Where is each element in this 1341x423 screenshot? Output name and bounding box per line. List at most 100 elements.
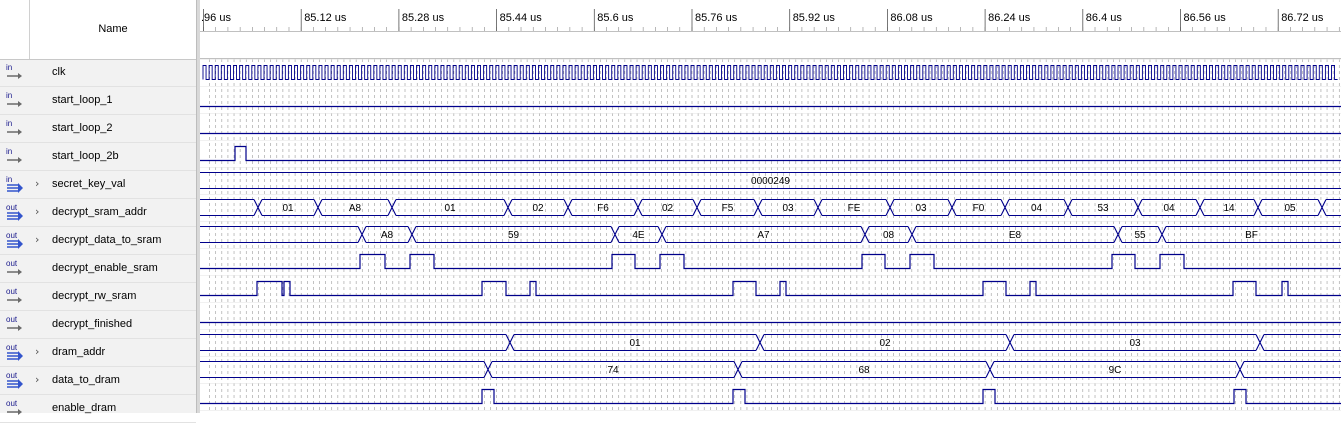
bus-transition <box>1133 199 1143 216</box>
bus-value: 68 <box>858 365 870 376</box>
bus-value: 02 <box>879 338 891 349</box>
signal-name: secret_key_val <box>52 178 126 190</box>
bus-value: 14 <box>1223 203 1235 214</box>
direction-label: out <box>6 343 18 352</box>
bus-value: 74 <box>607 365 619 376</box>
signal-row-start_loop_2b[interactable]: in start_loop_2b <box>0 143 196 171</box>
output-bus-icon: out <box>6 343 23 361</box>
decrypt-sram-addr-waveform: 01 A8 01 02 F6 02 F5 03 FE 03 F0 04 53 04 14 05 <box>200 198 1341 217</box>
signal-row-enable_dram[interactable]: out enable_dram <box>0 395 196 423</box>
signal-row-decrypt_enable_sram[interactable]: out decrypt_enable_sram <box>0 255 196 283</box>
input-pin-icon: in <box>6 119 22 135</box>
bus-value: A8 <box>381 230 394 241</box>
signal-row-dram_addr[interactable]: out › dram_addr <box>0 339 196 367</box>
bus-transition <box>505 334 515 351</box>
bus-value: 59 <box>508 230 520 241</box>
enable-dram-waveform <box>200 388 1341 405</box>
expand-chevron-icon[interactable]: › <box>35 373 40 386</box>
expand-chevron-icon[interactable]: › <box>35 233 40 246</box>
output-bus-icon: out <box>6 203 23 221</box>
signal-row-secret_key_val[interactable]: in › secret_key_val <box>0 171 196 199</box>
bus-transition <box>563 199 573 216</box>
direction-label: out <box>6 315 18 324</box>
bus-value: F5 <box>722 203 734 214</box>
bus-transition <box>657 226 667 243</box>
tick-label: 86.72 us <box>1281 12 1324 24</box>
dram-addr-waveform: 01 02 03 <box>200 333 1341 352</box>
data-to-dram-waveform: 74 68 9C <box>200 360 1341 379</box>
bus-value: 04 <box>1031 203 1043 214</box>
direction-label: out <box>6 203 18 212</box>
output-bus-icon: out <box>6 371 23 389</box>
bus-transition <box>1235 361 1245 378</box>
pane-splitter[interactable] <box>197 0 200 413</box>
input-pin-icon: in <box>6 63 22 79</box>
input-pin-icon: in <box>6 147 22 163</box>
bus-value: FE <box>848 203 861 214</box>
tick-label: 86.56 us <box>1184 12 1227 24</box>
direction-label: out <box>6 287 18 296</box>
tick-label: 85.76 us <box>695 12 738 24</box>
expand-chevron-icon[interactable]: › <box>35 345 40 358</box>
input-pin-icon: in <box>6 91 22 107</box>
signal-row-start_loop_2[interactable]: in start_loop_2 <box>0 115 196 143</box>
time-ruler <box>200 0 1341 31</box>
bus-transition <box>610 226 620 243</box>
direction-label: in <box>6 91 12 100</box>
tick-label: 86.08 us <box>890 12 933 24</box>
secret-key-val-waveform: 0000249 <box>200 171 1341 190</box>
waveform-area[interactable]: .96 us 85.12 us 85.28 us 85.44 us 85.6 us 85.… <box>200 0 1341 413</box>
bus-value: 08 <box>883 230 895 241</box>
bus-value: A8 <box>349 203 362 214</box>
waveform-canvas[interactable]: .96 us 85.12 us 85.28 us 85.44 us 85.6 us 85.… <box>200 0 1341 413</box>
signal-name: decrypt_sram_addr <box>52 206 147 218</box>
input-bus-icon: in <box>6 175 23 193</box>
bus-transition <box>733 361 743 378</box>
tick-label: 85.28 us <box>402 12 445 24</box>
bus-transition <box>813 199 823 216</box>
bus-transition <box>1195 199 1205 216</box>
output-pin-icon: out <box>6 287 22 303</box>
signal-name: dram_addr <box>52 346 106 358</box>
bus-value: 9C <box>1109 365 1122 376</box>
signal-list: in clk in start_loop_1 in start_loop_2 in start… <box>0 59 196 423</box>
direction-label: out <box>6 399 18 408</box>
clk-waveform <box>202 65 1338 80</box>
bus-value: 55 <box>1134 230 1146 241</box>
signal-row-decrypt_sram_addr[interactable]: out › decrypt_sram_addr <box>0 199 196 227</box>
signal-row-decrypt_data_to_sram[interactable]: out › decrypt_data_to_sram <box>0 227 196 255</box>
name-header-label[interactable]: Name <box>98 23 128 35</box>
tick-label: 85.44 us <box>500 12 543 24</box>
direction-label: out <box>6 231 18 240</box>
signal-name-pane: Name in clk in start_loop_1 in start_loop_2 in… <box>0 0 197 423</box>
bus-transition <box>947 199 957 216</box>
bus-transition <box>1005 334 1015 351</box>
bus-value: E8 <box>1009 230 1022 241</box>
signal-row-start_loop_1[interactable]: in start_loop_1 <box>0 87 196 115</box>
direction-label: in <box>6 63 12 72</box>
signal-row-decrypt_finished[interactable]: out decrypt_finished <box>0 311 196 339</box>
signal-name: decrypt_enable_sram <box>52 262 158 274</box>
decrypt-rw-sram-waveform <box>200 280 1341 297</box>
direction-label: out <box>6 371 18 380</box>
bus-transition <box>1253 199 1263 216</box>
bus-transition <box>885 199 895 216</box>
bus-transition <box>633 199 643 216</box>
signal-row-decrypt_rw_sram[interactable]: out decrypt_rw_sram <box>0 283 196 311</box>
start-loop-2b-waveform <box>200 145 1341 162</box>
bus-value: 03 <box>782 203 794 214</box>
bus-transition <box>483 361 493 378</box>
signal-row-clk[interactable]: in clk <box>0 59 196 87</box>
direction-label: in <box>6 119 12 128</box>
direction-column-header <box>0 0 30 59</box>
bus-value: 4E <box>632 230 645 241</box>
bus-transition <box>1317 199 1327 216</box>
bus-transition <box>692 199 702 216</box>
bus-transition <box>357 226 367 243</box>
signal-name: data_to_dram <box>52 374 120 386</box>
expand-chevron-icon[interactable]: › <box>35 205 40 218</box>
bus-value: 01 <box>444 203 456 214</box>
tick-label: .96 us <box>201 12 231 24</box>
expand-chevron-icon[interactable]: › <box>35 177 40 190</box>
signal-row-data_to_dram[interactable]: out › data_to_dram <box>0 367 196 395</box>
